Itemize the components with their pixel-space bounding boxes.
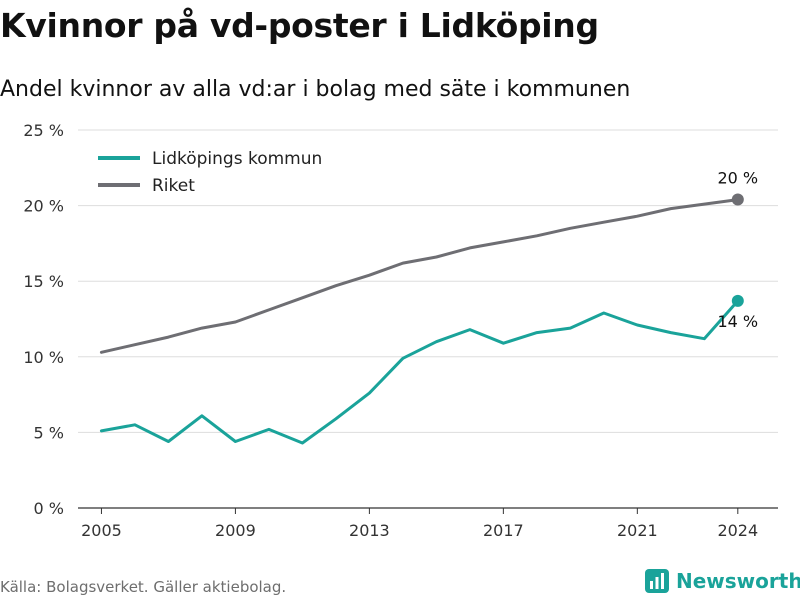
series-lidkoping-line <box>99 299 740 445</box>
x-tick-label: 2017 <box>483 521 524 540</box>
x-tick-label: 2024 <box>717 521 758 540</box>
brand-name: Newsworthy <box>676 569 800 593</box>
y-tick-label: 10 % <box>23 348 64 367</box>
y-tick-label: 0 % <box>34 499 64 518</box>
y-tick-label: 15 % <box>23 272 64 291</box>
chart-title: Kvinnor på vd-poster i Lidköping <box>0 6 599 45</box>
series-riket-end-label: 20 % <box>717 169 758 188</box>
x-tick-label: 2005 <box>81 521 122 540</box>
source-note: Källa: Bolagsverket. Gäller aktiebolag. <box>0 578 287 596</box>
x-tick-label: 2009 <box>215 521 256 540</box>
y-tick-label: 20 % <box>23 197 64 216</box>
series-riket-line <box>99 198 740 354</box>
series-riket-end-marker <box>731 193 744 206</box>
chart-subtitle: Andel kvinnor av alla vd:ar i bolag med … <box>0 77 631 102</box>
series-lidkoping-end-marker <box>731 294 744 307</box>
series-lidkoping-end-label: 14 % <box>717 312 758 331</box>
brand-logo: Newsworthy <box>644 568 800 594</box>
x-tick-label: 2021 <box>617 521 658 540</box>
legend-label: Lidköpings kommun <box>152 149 322 169</box>
legend-label: Riket <box>152 176 195 196</box>
y-tick-label: 25 % <box>23 121 64 140</box>
y-tick-label: 5 % <box>34 423 64 442</box>
x-tick-label: 2013 <box>349 521 390 540</box>
newsworthy-logo-icon <box>645 569 669 593</box>
